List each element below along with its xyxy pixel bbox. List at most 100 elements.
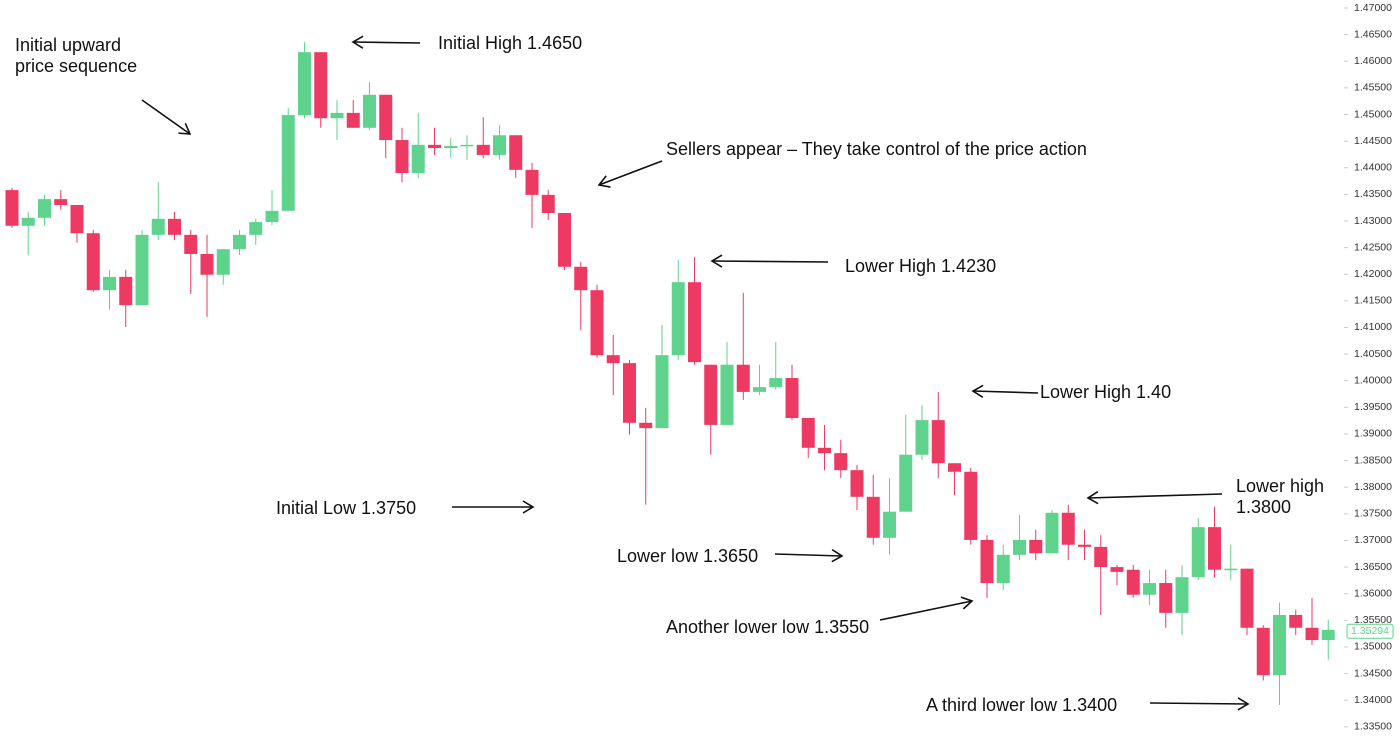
candle-body (996, 554, 1010, 584)
candle-body (509, 135, 523, 170)
y-tick-label: 1.42500 (1354, 241, 1392, 253)
candle-body (168, 218, 181, 235)
candle-body (753, 387, 766, 392)
candle-body (1061, 512, 1075, 545)
arrow (1086, 491, 1223, 505)
y-tick-label: 1.36500 (1354, 561, 1392, 573)
candle-body (883, 511, 896, 538)
candle-body (379, 94, 393, 141)
candle-body (1321, 629, 1335, 641)
annotation: 1.3800 (1236, 497, 1291, 517)
annotation: Another lower low 1.3550 (666, 617, 869, 637)
y-tick-label: 1.41500 (1354, 295, 1392, 307)
y-tick-label: 1.36000 (1354, 587, 1392, 599)
arrow (879, 596, 974, 621)
y-tick-label: 1.40500 (1354, 348, 1392, 360)
annotation: Lower High 1.40 (1040, 382, 1171, 402)
candle-body (1273, 615, 1286, 676)
y-tick-label: 1.40000 (1354, 374, 1392, 386)
candle-body (1126, 569, 1140, 595)
candle-body (1159, 583, 1173, 613)
candle-body (70, 205, 84, 234)
annotation: A third lower low 1.3400 (926, 695, 1117, 715)
candle-body (298, 52, 311, 116)
y-tick-label: 1.41000 (1354, 321, 1392, 333)
y-tick-label: 1.38500 (1354, 454, 1392, 466)
y-tick-label: 1.34000 (1354, 694, 1392, 706)
candle-body (915, 420, 929, 455)
annotation: Initial upward (15, 35, 121, 55)
candle-body (1078, 544, 1091, 547)
y-tick-label: 1.35000 (1354, 641, 1392, 653)
candle-body (850, 470, 864, 497)
candle-body (346, 112, 360, 128)
candle-body (1208, 527, 1221, 570)
candle-body (688, 282, 701, 363)
candle-body (1029, 539, 1043, 554)
candle-body (1013, 539, 1026, 555)
annotation: Initial High 1.4650 (438, 33, 582, 53)
candle-body (233, 234, 246, 250)
y-tick-label: 1.39000 (1354, 428, 1392, 440)
candle-body (314, 52, 328, 119)
candle-body (38, 199, 51, 218)
price-axis: 1.33500 1.34000 1.34500 1.35000 1.35500 1.360… (1344, 2, 1394, 733)
candle-body (411, 144, 425, 174)
candle-body (818, 447, 831, 454)
y-tick-label: 1.39500 (1354, 401, 1392, 413)
last-price-label: 1.35294 (1351, 625, 1389, 637)
y-tick-label: 1.44500 (1354, 135, 1392, 147)
candle-body (623, 363, 636, 423)
candle-body (135, 234, 149, 306)
y-tick-label: 1.34500 (1354, 667, 1392, 679)
candle-body (980, 539, 994, 584)
annotation: Lower High 1.4230 (845, 256, 996, 276)
arrow (1149, 697, 1250, 711)
candle-body (395, 140, 409, 174)
candle-body (184, 234, 198, 254)
y-tick-label: 1.44000 (1354, 162, 1392, 174)
candle-body (1110, 567, 1124, 572)
y-tick-label: 1.35500 (1354, 614, 1392, 626)
candle-body (590, 290, 604, 356)
candle-body (151, 218, 165, 235)
candle-body (655, 355, 669, 429)
candle-body (704, 364, 718, 425)
candle-body (200, 253, 214, 275)
arrow (774, 549, 844, 563)
annotation: Initial Low 1.3750 (276, 498, 416, 518)
arrow (597, 160, 663, 188)
candle-body (931, 420, 945, 464)
candle-body (736, 364, 750, 392)
candle-body (1305, 627, 1319, 641)
annotations: Initial upward price sequence Initial Hi… (15, 33, 1324, 715)
candle-body (1240, 568, 1254, 628)
candle-body (720, 364, 734, 425)
last-price-tag (1346, 623, 1394, 639)
candle-body (606, 355, 620, 364)
y-tick-label: 1.38000 (1354, 481, 1392, 493)
y-tick-label: 1.46000 (1354, 55, 1392, 67)
candle-body (1094, 546, 1108, 568)
candle-body (1256, 627, 1270, 676)
candle-body (525, 169, 539, 195)
candle-body (363, 94, 376, 128)
candle-body (86, 233, 100, 291)
candle-body (801, 417, 815, 448)
annotation: Lower high (1236, 476, 1324, 496)
y-tick-label: 1.43000 (1354, 215, 1392, 227)
candle-body (444, 145, 458, 149)
candle-body (541, 194, 555, 213)
candle-body (1045, 512, 1059, 554)
y-tick-label: 1.45500 (1354, 82, 1392, 94)
candle-body (493, 135, 506, 155)
y-tick-label: 1.47000 (1354, 2, 1392, 14)
y-tick-label: 1.46500 (1354, 28, 1392, 40)
candle-body (216, 249, 230, 275)
candle-body (948, 463, 961, 472)
candle-body (249, 222, 263, 235)
y-tick-label: 1.33500 (1354, 721, 1392, 733)
arrow (710, 254, 829, 268)
candle-body (769, 378, 783, 388)
